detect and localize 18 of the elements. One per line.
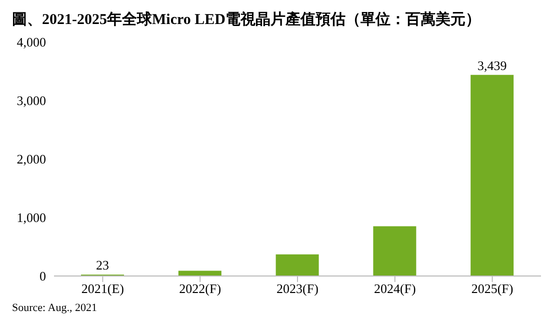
source-note: Source: Aug., 2021 [11,302,98,314]
data-label: 3,439 [477,58,507,73]
bar [373,226,416,276]
y-tick-label: 4,000 [16,34,46,50]
bar [276,254,319,276]
x-tick-label: 2022(F) [179,281,222,296]
x-tick-label: 2024(F) [374,281,416,296]
y-tick-label: 2,000 [16,152,46,167]
x-tick-label: 2023(F) [276,281,318,296]
chart-title: 圖、2021-2025年全球Micro LED電視晶片產值預估（單位：百萬美元） [11,10,482,30]
x-tick-label: 2021(E) [81,281,124,296]
y-tick-label: 3,000 [16,93,46,108]
data-label: 23 [96,258,109,273]
bar [470,74,514,276]
x-tick-label: 2025(F) [471,281,514,296]
y-tick-label: 1,000 [16,210,46,226]
bar [178,270,222,276]
y-tick-label: 0 [40,268,46,284]
